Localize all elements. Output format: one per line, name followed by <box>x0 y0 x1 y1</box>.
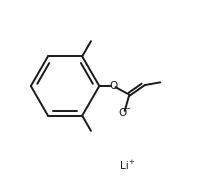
Text: Li: Li <box>120 161 129 171</box>
Text: O: O <box>119 108 127 118</box>
Text: +: + <box>128 159 134 165</box>
Text: −: − <box>124 106 130 112</box>
Text: O: O <box>109 81 117 91</box>
